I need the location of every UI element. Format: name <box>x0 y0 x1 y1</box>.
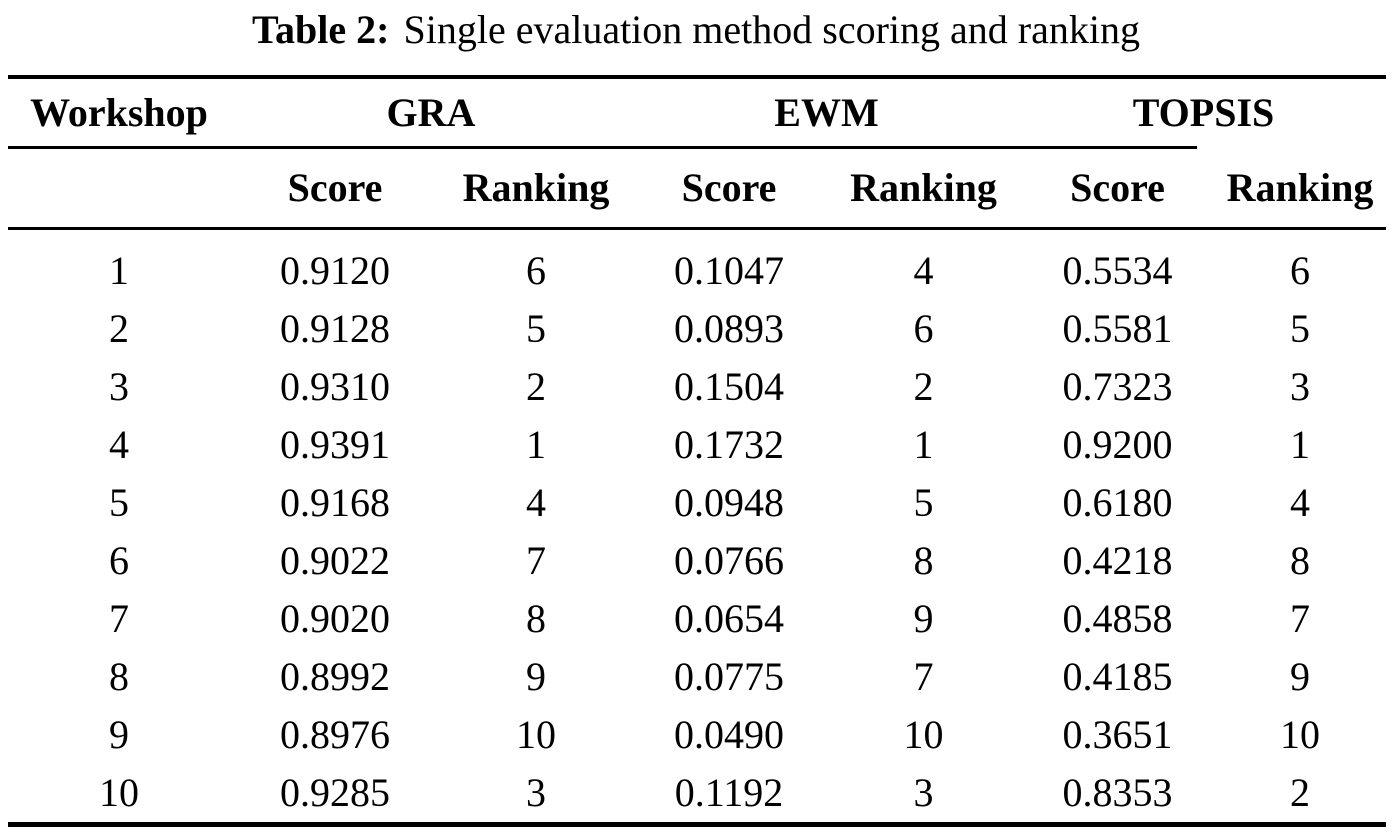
ewm-ranking-cell: 3 <box>913 770 934 815</box>
topsis-ranking-cell: 2 <box>1290 770 1310 815</box>
table-caption-label: Table 2: <box>252 6 390 52</box>
topsis-score-cell: 0.4858 <box>1062 596 1173 641</box>
workshop-column-header: Workshop <box>30 89 208 135</box>
workshop-cell: 9 <box>109 712 129 757</box>
topsis-ranking-cell: 7 <box>1290 596 1310 641</box>
topsis-ranking-cell: 5 <box>1290 306 1310 351</box>
ewm-score-cell: 0.1192 <box>674 770 784 815</box>
table-caption-text: Single evaluation method scoring and ran… <box>403 6 1140 52</box>
topsis-score-cell: 0.6180 <box>1062 480 1173 525</box>
ewm-score-cell: 0.1732 <box>674 422 784 467</box>
gra-score-cell: 0.9168 <box>280 480 390 525</box>
gra-score-header: Score <box>287 165 383 210</box>
topsis-score-cell: 0.5581 <box>1062 306 1173 351</box>
gra-score-cell: 0.9120 <box>280 248 390 293</box>
ewm-ranking-cell: 7 <box>913 654 934 699</box>
workshop-cell: 7 <box>109 596 129 641</box>
ewm-ranking-cell: 4 <box>913 248 934 293</box>
gra-score-cell: 0.8992 <box>280 654 390 699</box>
ewm-score-cell: 0.0490 <box>674 712 784 757</box>
ewm-ranking-header: Ranking <box>850 165 997 210</box>
topsis-ranking-cell: 8 <box>1290 538 1310 583</box>
workshop-cell: 6 <box>109 538 129 583</box>
topsis-ranking-cell: 4 <box>1290 480 1310 525</box>
sub-header-row: Score Ranking Score Ranking Score Rankin… <box>8 149 1386 227</box>
group-header-topsis: TOPSIS <box>1132 89 1275 135</box>
table-body: 1 0.9120 6 0.1047 4 0.5534 6 2 0.9128 5 … <box>8 230 1386 822</box>
workshop-cell: 4 <box>109 422 129 467</box>
ewm-score-cell: 0.0766 <box>674 538 784 583</box>
ewm-ranking-cell: 8 <box>913 538 934 583</box>
ewm-ranking-cell: 9 <box>913 596 934 641</box>
ewm-ranking-cell: 10 <box>903 712 944 757</box>
empty-header-cell <box>8 149 230 227</box>
gra-ranking-cell: 2 <box>526 364 546 409</box>
topsis-score-cell: 0.5534 <box>1062 248 1173 293</box>
topsis-score-cell: 0.8353 <box>1062 770 1173 815</box>
gra-ranking-cell: 3 <box>526 770 546 815</box>
ewm-ranking-cell: 2 <box>913 364 934 409</box>
workshop-cell: 3 <box>109 364 129 409</box>
topsis-ranking-cell: 3 <box>1290 364 1310 409</box>
workshop-cell: 10 <box>99 770 139 815</box>
gra-ranking-cell: 6 <box>526 248 546 293</box>
ewm-score-cell: 0.1504 <box>674 364 784 409</box>
sub-header-rule <box>8 227 1386 230</box>
topsis-ranking-cell: 10 <box>1280 712 1320 757</box>
gra-score-cell: 0.9310 <box>280 364 390 409</box>
gra-score-cell: 0.8976 <box>280 712 390 757</box>
group-header-rule <box>8 146 1197 149</box>
ewm-score-cell: 0.0775 <box>674 654 784 699</box>
gra-ranking-cell: 4 <box>526 480 546 525</box>
ewm-score-cell: 0.0654 <box>674 596 784 641</box>
workshop-cell: 2 <box>109 306 129 351</box>
ewm-score-cell: 0.1047 <box>674 248 784 293</box>
gra-ranking-cell: 10 <box>516 712 556 757</box>
ewm-ranking-cell: 1 <box>913 422 934 467</box>
topsis-ranking-cell: 6 <box>1290 248 1310 293</box>
group-header-row: Workshop GRA EWM TOPSIS <box>8 79 1386 146</box>
topsis-score-cell: 0.9200 <box>1062 422 1173 467</box>
topsis-score-cell: 0.4185 <box>1062 654 1173 699</box>
workshop-cell: 1 <box>109 248 129 293</box>
topsis-score-header: Score <box>1070 165 1165 210</box>
gra-ranking-header: Ranking <box>462 165 610 210</box>
group-header-ewm: EWM <box>774 89 879 135</box>
gra-score-cell: 0.9285 <box>280 770 390 815</box>
gra-ranking-cell: 7 <box>526 538 546 583</box>
topsis-score-cell: 0.7323 <box>1062 364 1173 409</box>
topsis-ranking-header: Ranking <box>1226 165 1374 210</box>
table-caption: Table 2: Single evaluation method scorin… <box>0 0 1392 58</box>
gra-ranking-cell: 1 <box>526 422 546 467</box>
workshop-cell: 8 <box>109 654 129 699</box>
gra-score-cell: 0.9022 <box>280 538 390 583</box>
gra-score-cell: 0.9391 <box>280 422 390 467</box>
ewm-score-cell: 0.0893 <box>674 306 784 351</box>
topsis-score-cell: 0.4218 <box>1062 538 1173 583</box>
ewm-ranking-cell: 5 <box>913 480 934 525</box>
topsis-score-cell: 0.3651 <box>1062 712 1173 757</box>
gra-ranking-cell: 9 <box>526 654 546 699</box>
top-rule <box>8 75 1386 79</box>
gra-score-cell: 0.9020 <box>280 596 390 641</box>
ewm-score-cell: 0.0948 <box>674 480 784 525</box>
group-header-gra: GRA <box>386 89 476 135</box>
workshop-cell: 5 <box>109 480 129 525</box>
gra-ranking-cell: 5 <box>526 306 546 351</box>
gra-score-cell: 0.9128 <box>280 306 390 351</box>
gra-ranking-cell: 8 <box>526 596 546 641</box>
ewm-ranking-cell: 6 <box>913 306 934 351</box>
ewm-score-header: Score <box>681 165 777 210</box>
bottom-rule <box>8 822 1386 827</box>
topsis-ranking-cell: 9 <box>1290 654 1310 699</box>
topsis-ranking-cell: 1 <box>1290 422 1310 467</box>
